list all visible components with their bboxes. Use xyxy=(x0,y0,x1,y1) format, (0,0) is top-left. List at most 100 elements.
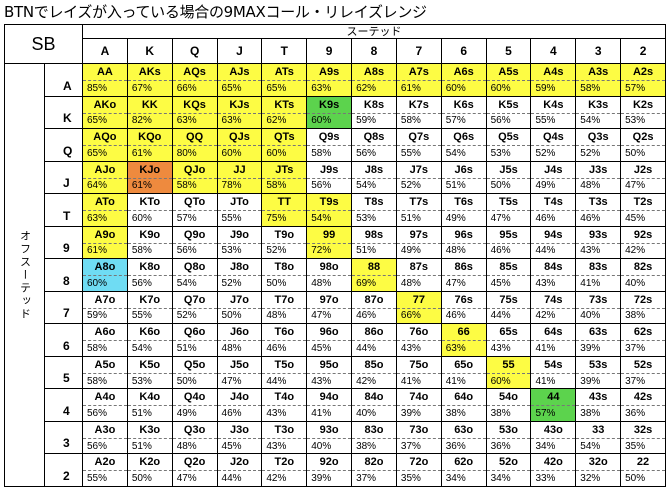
equity-value: 54% xyxy=(445,147,466,159)
row-header-6: 6 xyxy=(45,324,83,357)
row-header-8: 8 xyxy=(45,259,83,292)
hand-label: JJ xyxy=(217,162,262,179)
hand-label: Q6s xyxy=(441,129,486,147)
grid-row: A3o 56% K3o 51% Q3o 48% J3o 45% T3o 43% 93o 40% 83o 3… xyxy=(83,421,666,455)
grid-row: A8o 60% K8o 56% Q8o 54% J8o 52% T8o 50% 98o 48% 88 69… xyxy=(83,259,666,292)
hand-label: J3o xyxy=(217,422,262,439)
hand-label: Q4o xyxy=(172,389,217,407)
hand-label: Q3s xyxy=(576,129,621,147)
hand-cell: A8o 60% xyxy=(83,259,128,292)
equity-value: 58% xyxy=(400,115,421,127)
hand-label: J5o xyxy=(217,357,262,374)
hand-cell: 73o 37% xyxy=(396,421,442,455)
hand-cell: K4s 55% xyxy=(531,96,577,130)
hand-cell: 94s 44% xyxy=(531,226,577,260)
equity-value: 42% xyxy=(356,375,377,387)
grid-row: A9o 61% K9o 58% Q9o 56% J9o 53% T9o 52% 99 72% 98s 51… xyxy=(83,226,666,260)
hand-cell: J7s 52% xyxy=(396,161,442,195)
equity-value: 40% xyxy=(356,408,377,420)
hand-label: 94o xyxy=(307,389,352,407)
hand-label: K2o xyxy=(127,454,172,472)
hand-label: ATo xyxy=(83,194,127,212)
hand-label: 84o xyxy=(352,389,396,407)
equity-value: 50% xyxy=(490,180,511,192)
hand-cell: 63s 39% xyxy=(576,324,622,357)
hand-label: 62o xyxy=(441,454,486,472)
hand-label: J4o xyxy=(217,389,262,407)
hand-label: Q3o xyxy=(172,422,217,439)
hand-cell: A5o 58% xyxy=(83,356,128,390)
equity-value: 65% xyxy=(87,115,108,127)
hand-cell: 75o 41% xyxy=(396,356,442,390)
hand-cell: K6o 54% xyxy=(127,324,173,357)
equity-value: 40% xyxy=(625,277,646,289)
hand-cell: JJ 78% xyxy=(217,161,263,195)
equity-value: 51% xyxy=(131,408,152,420)
hand-label: T7s xyxy=(396,194,441,212)
hand-cell: 94o 41% xyxy=(307,389,353,422)
equity-value: 50% xyxy=(131,473,152,485)
hand-label: K3s xyxy=(576,97,621,114)
hand-cell: QJo 58% xyxy=(172,161,218,195)
hand-cell: 96s 48% xyxy=(441,226,487,260)
hand-cell: 82o 37% xyxy=(352,454,397,487)
equity-value: 72% xyxy=(311,245,332,257)
hand-label: 52s xyxy=(621,357,665,374)
hand-cell: J9s 56% xyxy=(307,161,353,195)
hand-label: 84s xyxy=(531,259,576,277)
hand-label: A5s xyxy=(486,64,531,81)
hand-label: 32s xyxy=(621,422,665,439)
hand-label: 72s xyxy=(621,292,665,309)
equity-value: 59% xyxy=(535,82,556,94)
hand-label: T7o xyxy=(262,292,307,309)
hand-cell: K4o 51% xyxy=(127,389,173,422)
equity-value: 35% xyxy=(625,440,646,452)
hand-label: Q7o xyxy=(172,292,217,309)
hand-cell: 74o 39% xyxy=(396,389,442,422)
hand-label: T9s xyxy=(307,194,352,212)
column-header-k: K xyxy=(127,39,173,64)
equity-value: 53% xyxy=(625,115,646,127)
hand-label: 73o xyxy=(396,422,441,439)
hand-cell: 72o 35% xyxy=(396,454,442,487)
equity-value: 61% xyxy=(131,180,152,192)
hand-cell: JTs 58% xyxy=(262,161,308,195)
hand-label: 85o xyxy=(352,357,396,374)
hand-label: T8s xyxy=(352,194,396,212)
hand-label: A9o xyxy=(83,227,127,244)
equity-value: 36% xyxy=(490,440,511,452)
equity-value: 49% xyxy=(400,245,421,257)
hand-cell: Q5o 50% xyxy=(172,356,218,390)
equity-value: 56% xyxy=(356,147,377,159)
hand-cell: 83o 38% xyxy=(352,421,397,455)
hand-cell: A3s 58% xyxy=(576,64,622,97)
hand-label: 88 xyxy=(352,259,396,277)
hand-cell: 84s 43% xyxy=(531,259,577,292)
hand-label: 62s xyxy=(621,324,665,342)
equity-value: 49% xyxy=(445,212,466,224)
hand-label: K7s xyxy=(396,97,441,114)
hand-cell: KQs 63% xyxy=(172,96,218,130)
hand-label: 93s xyxy=(576,227,621,244)
hand-label: 96o xyxy=(307,324,352,342)
hand-label: 96s xyxy=(441,227,486,244)
equity-value: 49% xyxy=(176,408,197,420)
hand-cell: TT 75% xyxy=(262,194,308,227)
grid-row: A7o 59% K7o 55% Q7o 52% J7o 50% T7o 48% 97o 47% 87o 4… xyxy=(83,291,666,325)
column-header-8: 8 xyxy=(352,39,397,64)
hand-cell: AJs 65% xyxy=(217,64,263,97)
hand-cell: 88 69% xyxy=(352,259,397,292)
hand-label: T6o xyxy=(262,324,307,342)
hand-cell: Q3s 52% xyxy=(576,129,622,162)
hand-cell: 92o 39% xyxy=(307,454,353,487)
hand-label: 43o xyxy=(531,422,576,439)
hand-cell: K5o 53% xyxy=(127,356,173,390)
equity-value: 48% xyxy=(176,440,197,452)
hand-cell: J7o 50% xyxy=(217,291,263,325)
hand-label: K2s xyxy=(621,97,665,114)
hand-cell: K7s 58% xyxy=(396,96,442,130)
equity-value: 44% xyxy=(266,375,287,387)
hand-label: 54s xyxy=(531,357,576,374)
equity-value: 39% xyxy=(580,375,601,387)
equity-value: 48% xyxy=(266,310,287,322)
